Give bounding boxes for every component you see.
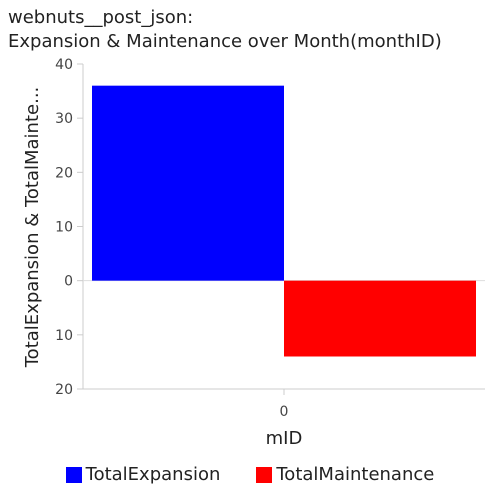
bars: [92, 86, 476, 357]
y-tick-label: 20: [55, 165, 73, 181]
legend-swatch: [66, 467, 82, 483]
legend-label: TotalExpansion: [86, 464, 221, 485]
legend-item-totalexpansion[interactable]: TotalExpansion: [66, 464, 221, 485]
y-tick-label: 0: [64, 274, 73, 290]
legend: TotalExpansion TotalMaintenance: [0, 464, 500, 485]
y-tick-label: 20: [55, 382, 73, 398]
x-axis-label: mID: [266, 428, 303, 449]
y-tick-label: 40: [55, 57, 73, 73]
x-tick-label: 0: [280, 404, 289, 420]
legend-swatch: [256, 467, 272, 483]
legend-item-totalmaintenance[interactable]: TotalMaintenance: [256, 464, 434, 485]
legend-label: TotalMaintenance: [276, 464, 434, 485]
y-tick-label: 30: [55, 111, 73, 127]
bar-totalexpansion: [92, 86, 284, 281]
bar-totalmaintenance: [284, 281, 476, 357]
bar-chart: 40 30 20 10 0 10 20 0 TotalExpansion & TotalMai…: [0, 0, 500, 460]
y-axis-label: TotalExpansion & TotalMainte...: [22, 87, 43, 369]
y-tick-label: 10: [55, 220, 73, 236]
y-tick-label: 10: [55, 328, 73, 344]
